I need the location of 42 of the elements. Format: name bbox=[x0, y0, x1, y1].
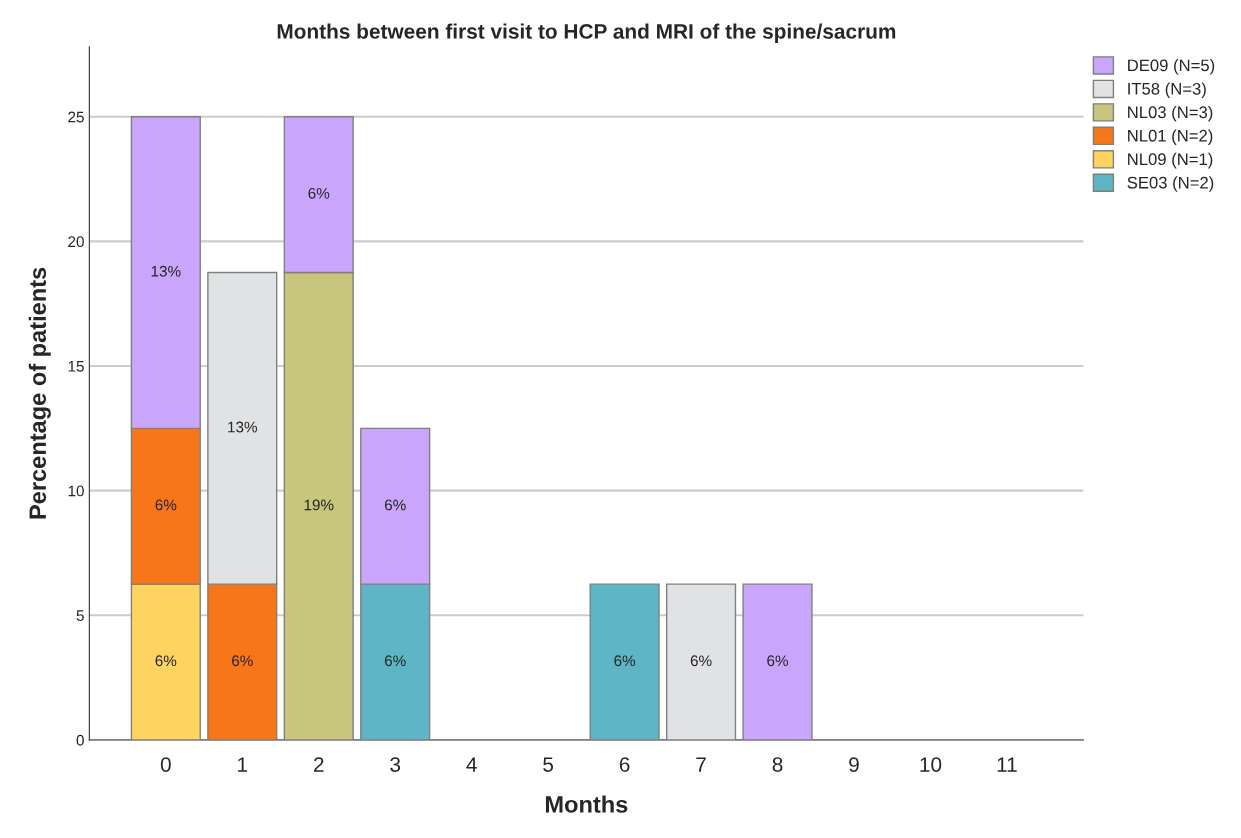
data-label: 19% bbox=[304, 499, 334, 511]
data-label: 6% bbox=[155, 655, 177, 667]
x-tick-label: 3 bbox=[390, 757, 401, 772]
x-tick-label: 8 bbox=[772, 757, 783, 772]
bar bbox=[589, 583, 660, 740]
chart-title: Months between first visit to HCP and MRI of the spine/sacrum bbox=[277, 23, 896, 43]
data-label: 6% bbox=[384, 655, 406, 667]
y-tick-label: 25 bbox=[68, 111, 84, 123]
y-tick-label: 5 bbox=[76, 610, 84, 621]
data-label: 6% bbox=[614, 655, 636, 667]
data-label: 13% bbox=[228, 421, 258, 433]
legend-label: NL03 (N=3) bbox=[1128, 105, 1213, 122]
legend-label: IT58 (N=3) bbox=[1128, 82, 1206, 98]
x-tick-label: 4 bbox=[466, 757, 477, 772]
data-label: 6% bbox=[767, 655, 789, 667]
y-tick-label: 10 bbox=[68, 485, 84, 497]
legend-label: NL09 (N=1) bbox=[1128, 152, 1213, 169]
bar bbox=[742, 583, 813, 740]
x-tick-label: 1 bbox=[238, 757, 248, 772]
x-tick-label: 9 bbox=[849, 757, 859, 772]
x-tick-label: 11 bbox=[997, 757, 1017, 772]
y-tick-label: 0 bbox=[76, 734, 84, 746]
x-axis-title: Months bbox=[545, 795, 628, 813]
data-label: 6% bbox=[232, 655, 253, 667]
bar bbox=[665, 583, 737, 740]
legend-label: NL01 (N=2) bbox=[1128, 129, 1213, 145]
data-label: 6% bbox=[690, 655, 712, 667]
legend-label: SE03 (N=2) bbox=[1127, 176, 1214, 192]
x-tick-label: 5 bbox=[543, 757, 554, 772]
x-tick-label: 6 bbox=[619, 757, 630, 772]
data-label: 6% bbox=[308, 187, 330, 199]
y-axis-title: Percentage of patients bbox=[28, 267, 51, 519]
data-label: 6% bbox=[384, 499, 406, 511]
x-tick-label: 10 bbox=[920, 757, 942, 772]
y-tick-label: 20 bbox=[68, 236, 84, 248]
y-tick-label: 15 bbox=[68, 361, 84, 372]
legend-label: DE09 (N=5) bbox=[1128, 59, 1215, 75]
x-tick-label: 2 bbox=[314, 757, 324, 772]
data-label: 6% bbox=[155, 499, 177, 511]
x-tick-label: 7 bbox=[696, 757, 706, 772]
x-tick-label: 0 bbox=[160, 757, 171, 772]
data-label: 13% bbox=[151, 265, 181, 277]
